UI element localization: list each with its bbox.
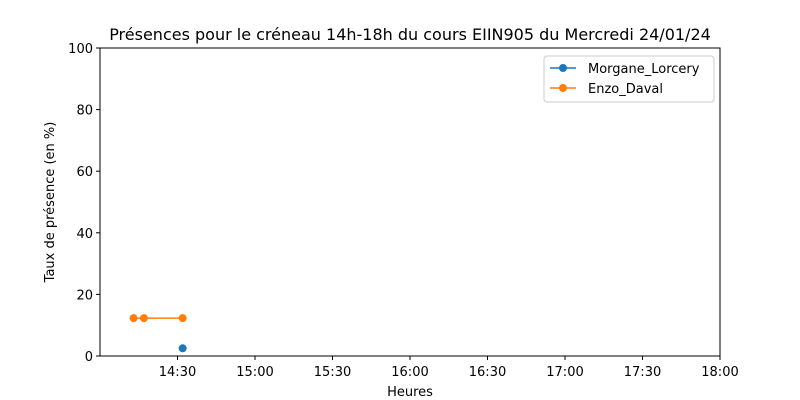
x-tick-label: 14:30	[159, 365, 196, 380]
y-tick-label: 20	[76, 288, 93, 303]
data-point	[178, 314, 187, 323]
data-point	[129, 314, 138, 323]
legend-label: Morgane_Lorcery	[588, 62, 700, 77]
y-tick-label: 100	[68, 42, 93, 57]
data-point	[139, 314, 148, 323]
x-tick-label: 15:30	[314, 365, 351, 380]
x-axis-ticks: 14:30 15:00 15:30 16:00 16:30 17:00 17:30 18:00	[159, 356, 739, 380]
legend: Morgane_Lorcery Enzo_Daval	[543, 55, 715, 103]
x-tick-label: 18:00	[701, 365, 738, 380]
x-tick-label: 15:00	[236, 365, 273, 380]
legend-swatch-marker	[559, 84, 567, 92]
series-layer	[129, 314, 187, 353]
legend-label: Enzo_Daval	[588, 82, 663, 97]
x-axis-label: Heures	[387, 385, 433, 400]
x-tick-label: 16:00	[391, 365, 428, 380]
data-point	[178, 344, 187, 353]
legend-swatch-marker	[559, 64, 567, 72]
legend-box	[543, 55, 715, 103]
y-tick-label: 40	[76, 227, 93, 242]
x-tick-label: 17:00	[546, 365, 583, 380]
x-tick-label: 16:30	[469, 365, 506, 380]
x-tick-label: 17:30	[624, 365, 661, 380]
chart-title: Présences pour le créneau 14h-18h du cou…	[109, 25, 711, 44]
y-tick-label: 80	[76, 104, 93, 119]
y-tick-label: 60	[76, 165, 93, 180]
y-tick-label: 0	[85, 350, 93, 365]
y-axis-label: Taux de présence (en %)	[43, 122, 58, 284]
y-axis-ticks: 0 20 40 60 80 100	[68, 42, 100, 365]
